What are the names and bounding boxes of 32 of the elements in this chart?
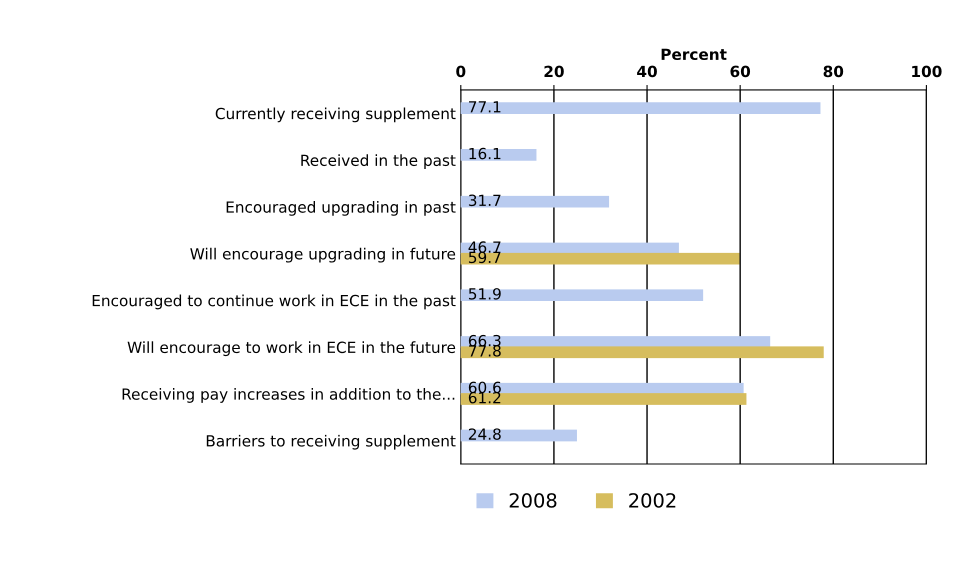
y-tick-label: Encouraged to continue work in ECE in the past: [92, 294, 456, 310]
data-label: 51.9: [468, 288, 501, 300]
legend-label: 2008: [510, 493, 556, 508]
y-tick-label: Will encourage to work in ECE in the future: [128, 341, 456, 356]
x-tick-label: 20: [544, 66, 564, 78]
bar: [460, 102, 820, 114]
bar: [460, 393, 746, 405]
bar: [460, 430, 577, 442]
y-tick-label: Received in the past: [301, 154, 456, 170]
bar: [460, 346, 824, 358]
legend-label: 2002: [629, 493, 676, 508]
x-tick-label: 80: [824, 66, 844, 78]
data-label: 60.6: [468, 382, 501, 394]
y-tick-label: Will encourage upgrading in future: [190, 248, 456, 263]
data-label: 16.1: [469, 148, 500, 160]
data-label: 31.7: [468, 194, 500, 206]
data-label: 77.1: [469, 101, 500, 112]
y-tick-label: Receiving pay increases in addition to the...: [122, 388, 454, 403]
x-tick-label: 0: [456, 66, 466, 78]
data-label: 24.8: [468, 428, 501, 440]
bar: [460, 289, 704, 302]
bar: [460, 252, 740, 265]
x-tick-label: 100: [912, 66, 942, 78]
x-tick-label: 60: [730, 66, 750, 78]
y-tick-label: Currently receiving supplement: [216, 107, 456, 122]
y-tick-label: Encouraged upgrading in past: [226, 201, 456, 216]
x-axis-title: Percent: [662, 48, 727, 60]
bar: [460, 196, 610, 208]
x-tick-label: 40: [637, 66, 657, 78]
y-tick-label: Barriers to receiving supplement: [206, 434, 456, 450]
data-label: 46.7: [468, 241, 500, 253]
data-label: 59.7: [468, 252, 500, 264]
